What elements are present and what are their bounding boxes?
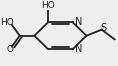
Text: N: N xyxy=(75,17,82,27)
Text: O: O xyxy=(6,45,13,54)
Text: HO: HO xyxy=(41,1,55,10)
Text: N: N xyxy=(75,44,82,54)
Text: S: S xyxy=(100,23,106,33)
Text: HO: HO xyxy=(0,18,14,27)
